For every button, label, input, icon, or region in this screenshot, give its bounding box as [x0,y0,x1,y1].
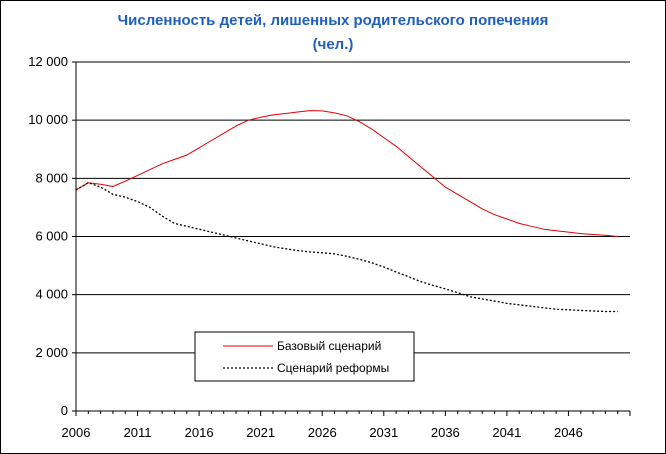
chart-title-line-2: (чел.) [312,36,354,53]
x-tick-label: 2026 [308,425,337,440]
chart-title: Численность детей, лишенных родительског… [1,9,665,57]
legend-label: Сценарий реформы [277,361,389,375]
series-line-reform [75,182,618,313]
y-tick-label: 8 000 [35,170,68,185]
y-tick-label: 10 000 [28,112,68,127]
y-tick-label: 4 000 [35,287,68,302]
y-tick-label: 12 000 [28,54,68,69]
x-tick-label: 2016 [185,425,214,440]
chart-title-line-1: Численность детей, лишенных родительског… [117,12,549,29]
x-tick-label: 2046 [554,425,583,440]
x-tick-label: 2031 [369,425,398,440]
y-tick-label: 6 000 [35,229,68,244]
legend-label: Базовый сценарий [277,339,381,353]
x-tick-label: 2011 [124,425,152,440]
x-tick-label: 2041 [492,425,521,440]
y-tick-label: 2 000 [35,345,68,360]
x-tick-label: 2021 [246,425,275,440]
series-line-base [75,110,618,237]
x-tick-label: 2036 [431,425,460,440]
y-tick-label: 0 [61,403,68,418]
x-tick-label: 2006 [62,425,91,440]
legend-box [194,331,415,382]
